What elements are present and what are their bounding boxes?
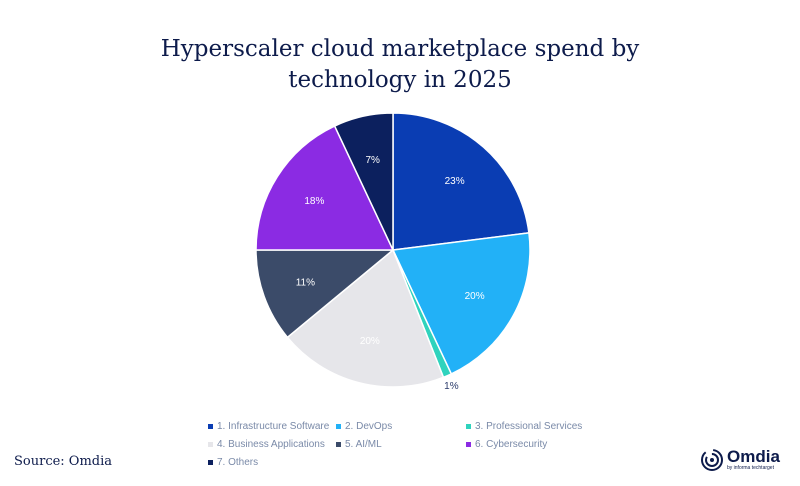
legend-swatch <box>336 442 341 447</box>
logo-tagline: by informa techtarget <box>727 465 774 471</box>
title-line-1: Hyperscaler cloud marketplace spend by <box>160 36 640 62</box>
legend-label: 4. Business Applications <box>217 439 325 450</box>
legend-label: 6. Cybersecurity <box>475 439 548 450</box>
logo-text: Omdia <box>727 447 780 466</box>
legend-label: 5. AI/ML <box>345 439 382 450</box>
data-label-6: 18% <box>304 196 324 207</box>
legend-label: 3. Professional Services <box>475 421 583 432</box>
legend-swatch <box>466 442 471 447</box>
legend-label: 2. DevOps <box>345 421 393 432</box>
legend-item-5: 5. AI/ML <box>336 439 382 450</box>
legend-item-4: 4. Business Applications <box>208 439 325 450</box>
omdia-logo: Omdia by informa techtarget <box>700 448 780 472</box>
data-label-2: 20% <box>465 291 485 302</box>
legend-item-6: 6. Cybersecurity <box>466 439 547 450</box>
legend-item-3: 3. Professional Services <box>466 421 582 432</box>
pie-slice-4 <box>286 248 445 388</box>
legend-label: 1. Infrastructure Software <box>217 421 330 432</box>
title-line-2: technology in 2025 <box>288 67 512 93</box>
omdia-logo-icon <box>701 449 723 471</box>
legend-swatch <box>336 424 341 429</box>
data-label-4: 20% <box>360 336 380 347</box>
legend-item-2: 2. DevOps <box>336 421 392 432</box>
pie-slice-5 <box>255 249 396 339</box>
pie-slice-6 <box>255 125 395 251</box>
legend-swatch <box>208 442 213 447</box>
legend-swatch <box>466 424 471 429</box>
legend-swatch <box>208 460 213 465</box>
source-note: Source: Omdia <box>14 454 113 469</box>
legend-swatch <box>208 424 213 429</box>
data-label-5: 11% <box>296 278 315 289</box>
data-label-3: 1% <box>444 381 459 392</box>
legend-item-7: 7. Others <box>208 457 258 468</box>
data-label-7: 7% <box>365 155 380 166</box>
data-label-1: 23% <box>445 176 465 187</box>
chart-title: Hyperscaler cloud marketplace spend by t… <box>0 34 800 96</box>
legend-item-1: 1. Infrastructure Software <box>208 421 329 432</box>
pie-slice-1 <box>392 112 530 251</box>
legend-label: 7. Others <box>217 457 259 468</box>
pie-slice-2 <box>391 231 531 375</box>
pie-slice-7 <box>333 112 394 251</box>
